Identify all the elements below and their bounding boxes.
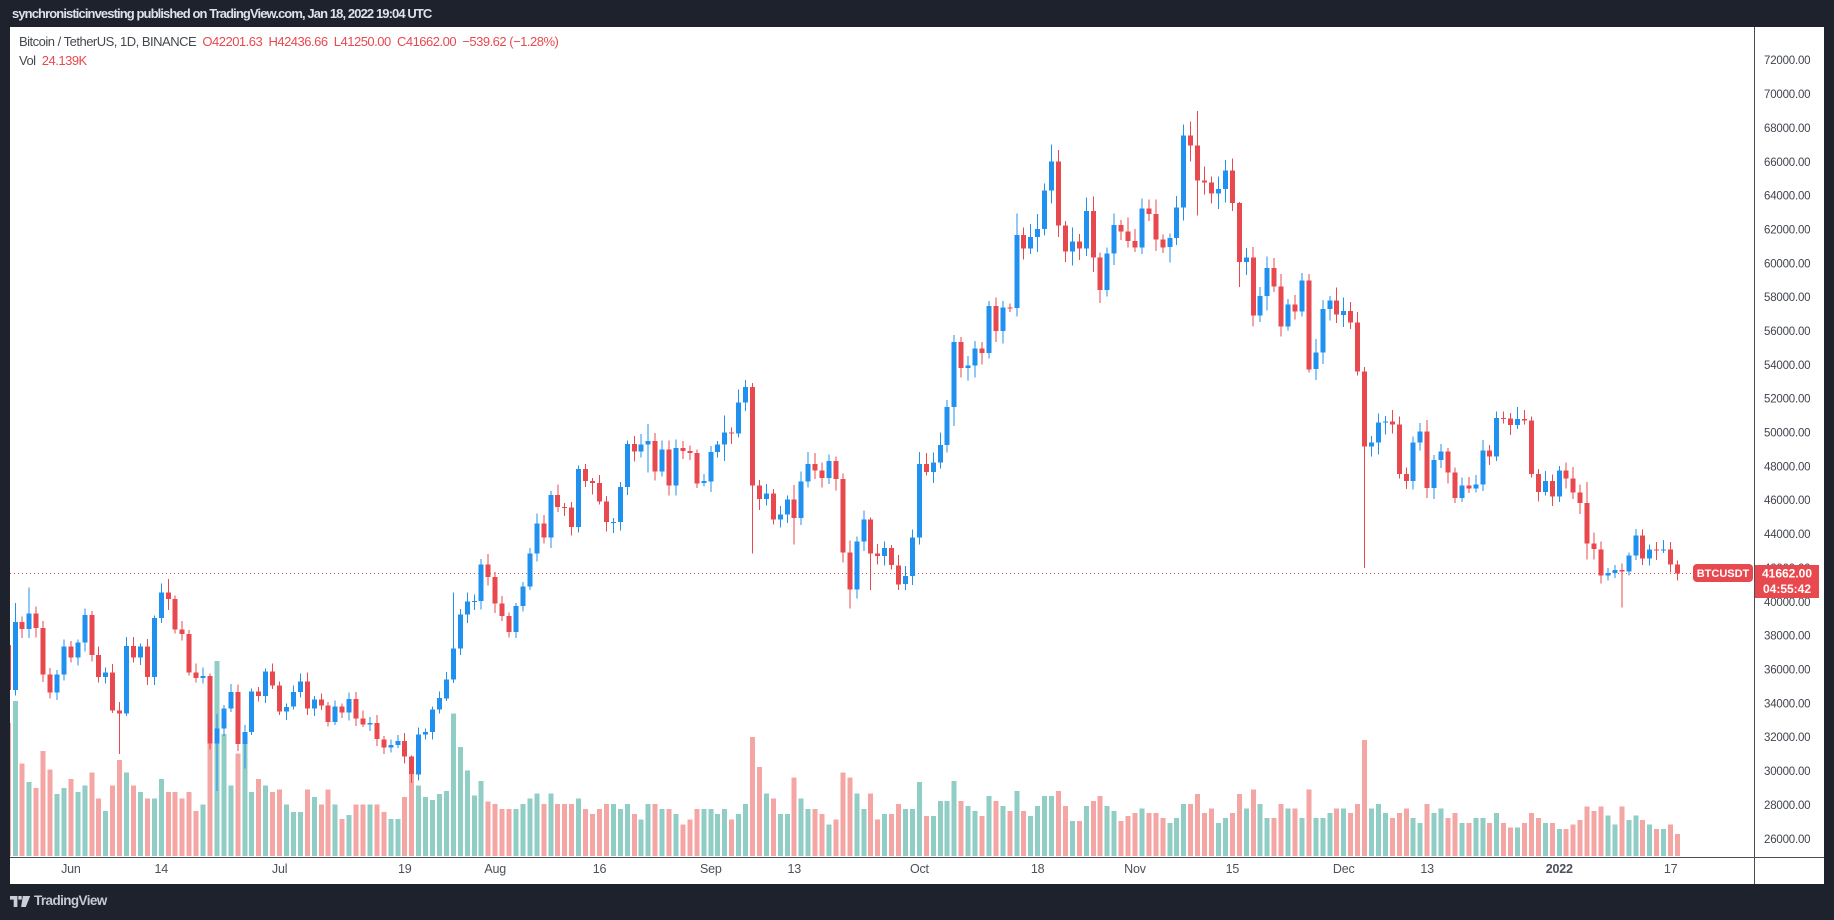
- svg-text:Dec: Dec: [1333, 862, 1355, 876]
- svg-text:58000.00: 58000.00: [1764, 292, 1810, 304]
- svg-text:50000.00: 50000.00: [1764, 428, 1810, 440]
- svg-text:Sep: Sep: [700, 862, 722, 876]
- svg-text:52000.00: 52000.00: [1764, 394, 1810, 406]
- svg-text:04:55:42: 04:55:42: [1763, 582, 1811, 596]
- svg-text:17: 17: [1664, 862, 1678, 876]
- svg-text:48000.00: 48000.00: [1764, 461, 1810, 473]
- svg-text:Jul: Jul: [272, 862, 287, 876]
- svg-text:2022: 2022: [1546, 862, 1573, 876]
- svg-text:26000.00: 26000.00: [1764, 834, 1810, 846]
- svg-text:Oct: Oct: [910, 862, 930, 876]
- svg-text:41662.00: 41662.00: [1762, 567, 1812, 581]
- svg-text:62000.00: 62000.00: [1764, 224, 1810, 236]
- svg-text:38000.00: 38000.00: [1764, 631, 1810, 643]
- svg-text:34000.00: 34000.00: [1764, 698, 1810, 710]
- svg-text:28000.00: 28000.00: [1764, 800, 1810, 812]
- svg-text:46000.00: 46000.00: [1764, 495, 1810, 507]
- svg-text:70000.00: 70000.00: [1764, 89, 1810, 101]
- svg-text:13: 13: [1420, 862, 1434, 876]
- svg-text:19: 19: [398, 862, 412, 876]
- svg-text:44000.00: 44000.00: [1764, 529, 1810, 541]
- svg-text:14: 14: [155, 862, 169, 876]
- svg-text:56000.00: 56000.00: [1764, 326, 1810, 338]
- svg-text:16: 16: [593, 862, 607, 876]
- svg-text:72000.00: 72000.00: [1764, 55, 1810, 67]
- svg-text:60000.00: 60000.00: [1764, 258, 1810, 270]
- svg-text:15: 15: [1226, 862, 1240, 876]
- svg-text:36000.00: 36000.00: [1764, 665, 1810, 677]
- svg-text:54000.00: 54000.00: [1764, 360, 1810, 372]
- svg-text:30000.00: 30000.00: [1764, 766, 1810, 778]
- svg-text:Nov: Nov: [1124, 862, 1147, 876]
- svg-text:32000.00: 32000.00: [1764, 732, 1810, 744]
- svg-text:Aug: Aug: [484, 862, 506, 876]
- svg-text:64000.00: 64000.00: [1764, 191, 1810, 203]
- svg-text:68000.00: 68000.00: [1764, 123, 1810, 135]
- svg-text:40000.00: 40000.00: [1764, 597, 1810, 609]
- svg-text:66000.00: 66000.00: [1764, 157, 1810, 169]
- svg-text:13: 13: [787, 862, 801, 876]
- svg-text:BTCUSDT: BTCUSDT: [1697, 568, 1750, 580]
- svg-text:Jun: Jun: [61, 862, 81, 876]
- svg-text:18: 18: [1031, 862, 1045, 876]
